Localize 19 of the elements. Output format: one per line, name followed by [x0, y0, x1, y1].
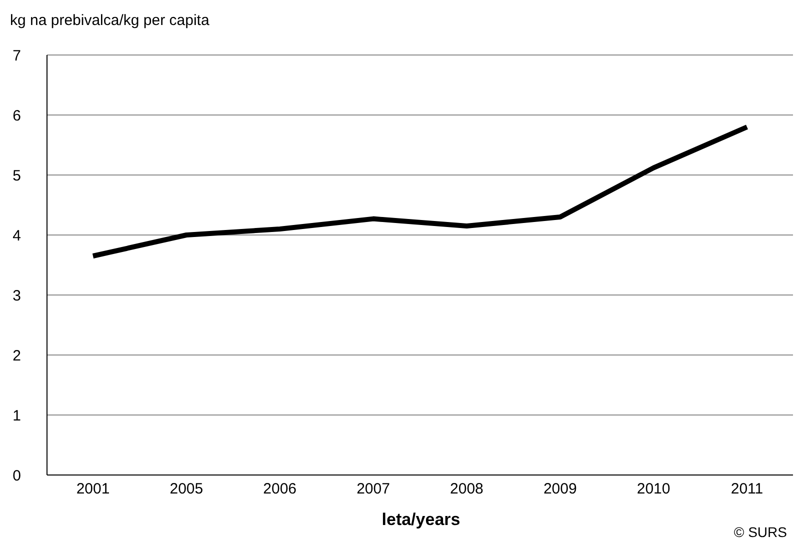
- y-axis-title: kg na prebivalca/kg per capita: [10, 12, 210, 29]
- y-tick-label: 7: [12, 47, 21, 64]
- y-tick-label: 0: [12, 467, 21, 484]
- y-tick-label: 6: [12, 107, 21, 124]
- x-tick-label: 2008: [450, 480, 484, 498]
- x-tick-label: 2001: [76, 480, 110, 498]
- y-tick-label: 5: [12, 167, 21, 184]
- text: © SURS: [734, 524, 787, 540]
- x-tick-label: 2011: [730, 480, 764, 498]
- x-tick-label: 2007: [356, 480, 390, 498]
- y-tick-label: 4: [12, 227, 21, 244]
- y-tick-label: 2: [12, 347, 21, 364]
- x-tick-label: 2010: [636, 480, 670, 498]
- x-axis-title: leta/years: [382, 510, 460, 529]
- x-tick-label: 2009: [543, 480, 577, 498]
- y-tick-label: 3: [12, 287, 21, 304]
- y-tick-label: 1: [12, 407, 21, 424]
- x-tick-label: 2005: [170, 480, 204, 498]
- x-tick-label: 2006: [263, 480, 297, 498]
